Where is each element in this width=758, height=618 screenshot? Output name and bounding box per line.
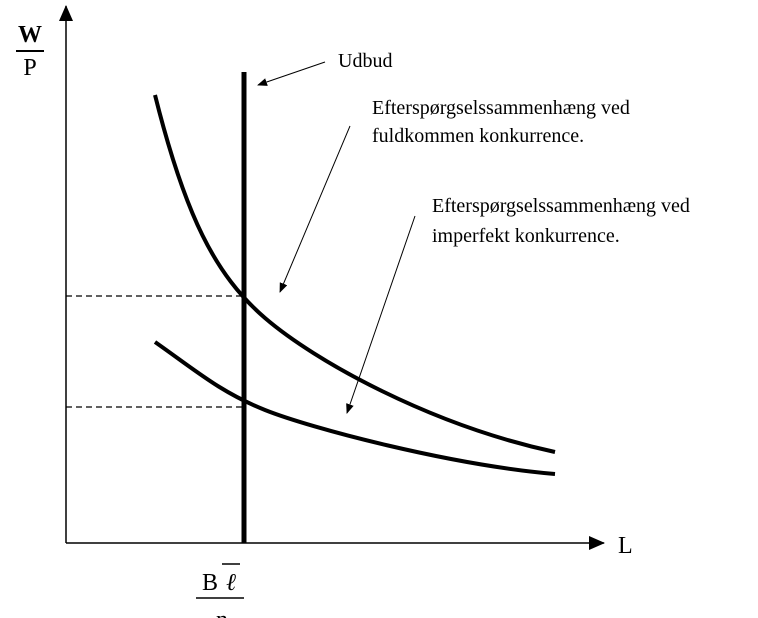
demand-perfect-label: fuldkommen konkurrence. <box>372 125 584 147</box>
marker-numerator: B <box>202 570 218 596</box>
supply-label: Udbud <box>338 50 392 72</box>
arrow <box>257 61 326 86</box>
y-label-denominator: P <box>23 55 36 81</box>
demand-perfect-label: Efterspørgselssammenhæng ved <box>372 97 630 119</box>
x-label: L <box>618 533 633 559</box>
y-label-numerator: W <box>18 22 42 48</box>
demand-imperfect-label: imperfekt konkurrence. <box>432 225 620 247</box>
demand-imperfect-label: Efterspørgselssammenhæng ved <box>432 195 690 217</box>
arrow <box>346 215 416 414</box>
demand-curve-perfect <box>153 94 556 454</box>
demand-curve-imperfect <box>153 340 556 476</box>
marker-symbol: ℓ <box>226 570 236 596</box>
marker-denominator: n <box>216 607 228 618</box>
arrow <box>279 125 351 293</box>
